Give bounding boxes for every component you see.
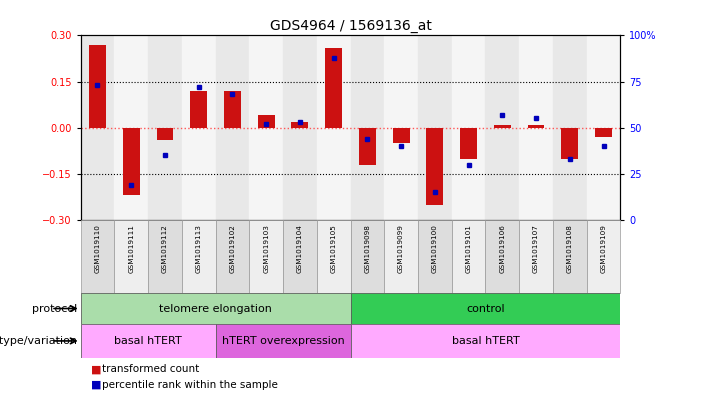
Bar (283, 35, 317, 220)
Bar (393, 128, 409, 143)
Text: control: control (466, 303, 505, 314)
Bar (258, 116, 275, 128)
Bar (156, 128, 173, 140)
Bar (485, 35, 519, 220)
Bar (350, 293, 620, 324)
Text: genotype/variation: genotype/variation (0, 336, 77, 346)
Text: ■: ■ (91, 364, 102, 375)
Bar (595, 128, 612, 137)
Bar (114, 35, 148, 220)
Bar (350, 324, 620, 358)
Bar (216, 324, 350, 358)
Bar (216, 220, 250, 293)
Bar (519, 220, 553, 293)
Text: GSM1019103: GSM1019103 (263, 224, 269, 273)
Bar (325, 48, 342, 128)
Bar (216, 35, 250, 220)
Bar (485, 220, 519, 293)
Text: hTERT overexpression: hTERT overexpression (222, 336, 344, 346)
Bar (350, 35, 384, 220)
Bar (359, 128, 376, 165)
Text: GSM1019098: GSM1019098 (365, 224, 370, 273)
Bar (553, 220, 587, 293)
Bar (384, 220, 418, 293)
Bar (418, 35, 451, 220)
Bar (81, 220, 114, 293)
Bar (250, 35, 283, 220)
Text: GSM1019105: GSM1019105 (331, 224, 336, 273)
Text: percentile rank within the sample: percentile rank within the sample (102, 380, 278, 390)
Bar (148, 35, 182, 220)
Bar (81, 293, 350, 324)
Text: protocol: protocol (32, 303, 77, 314)
Text: GSM1019110: GSM1019110 (95, 224, 100, 273)
Bar (292, 121, 308, 128)
Text: GSM1019111: GSM1019111 (128, 224, 134, 273)
Bar (350, 220, 384, 293)
Bar (182, 220, 216, 293)
Bar (494, 125, 511, 128)
Bar (562, 128, 578, 158)
Text: GSM1019106: GSM1019106 (499, 224, 505, 273)
Bar (182, 35, 216, 220)
Bar (553, 35, 587, 220)
Text: GSM1019099: GSM1019099 (398, 224, 404, 273)
Bar (317, 35, 350, 220)
Bar (148, 220, 182, 293)
Text: GSM1019109: GSM1019109 (601, 224, 606, 273)
Text: GSM1019102: GSM1019102 (229, 224, 236, 273)
Bar (114, 220, 148, 293)
Bar (190, 91, 207, 128)
Text: transformed count: transformed count (102, 364, 199, 375)
Text: GSM1019100: GSM1019100 (432, 224, 438, 273)
Bar (250, 220, 283, 293)
Bar (426, 128, 443, 205)
Text: telomere elongation: telomere elongation (159, 303, 272, 314)
Bar (89, 44, 106, 128)
Text: ■: ■ (91, 380, 102, 390)
Bar (451, 220, 485, 293)
Bar (283, 220, 317, 293)
Text: GSM1019107: GSM1019107 (533, 224, 539, 273)
Bar (460, 128, 477, 158)
Bar (451, 35, 485, 220)
Text: GSM1019112: GSM1019112 (162, 224, 168, 273)
Text: basal hTERT: basal hTERT (451, 336, 519, 346)
Text: GSM1019104: GSM1019104 (297, 224, 303, 273)
Text: GSM1019101: GSM1019101 (465, 224, 472, 273)
Bar (81, 324, 216, 358)
Bar (317, 220, 350, 293)
Bar (224, 91, 241, 128)
Title: GDS4964 / 1569136_at: GDS4964 / 1569136_at (270, 19, 431, 33)
Bar (81, 35, 114, 220)
Text: GSM1019113: GSM1019113 (196, 224, 202, 273)
Bar (418, 220, 451, 293)
Bar (587, 35, 620, 220)
Text: basal hTERT: basal hTERT (114, 336, 182, 346)
Text: GSM1019108: GSM1019108 (567, 224, 573, 273)
Bar (587, 220, 620, 293)
Bar (384, 35, 418, 220)
Bar (528, 125, 545, 128)
Bar (519, 35, 553, 220)
Bar (123, 128, 139, 195)
